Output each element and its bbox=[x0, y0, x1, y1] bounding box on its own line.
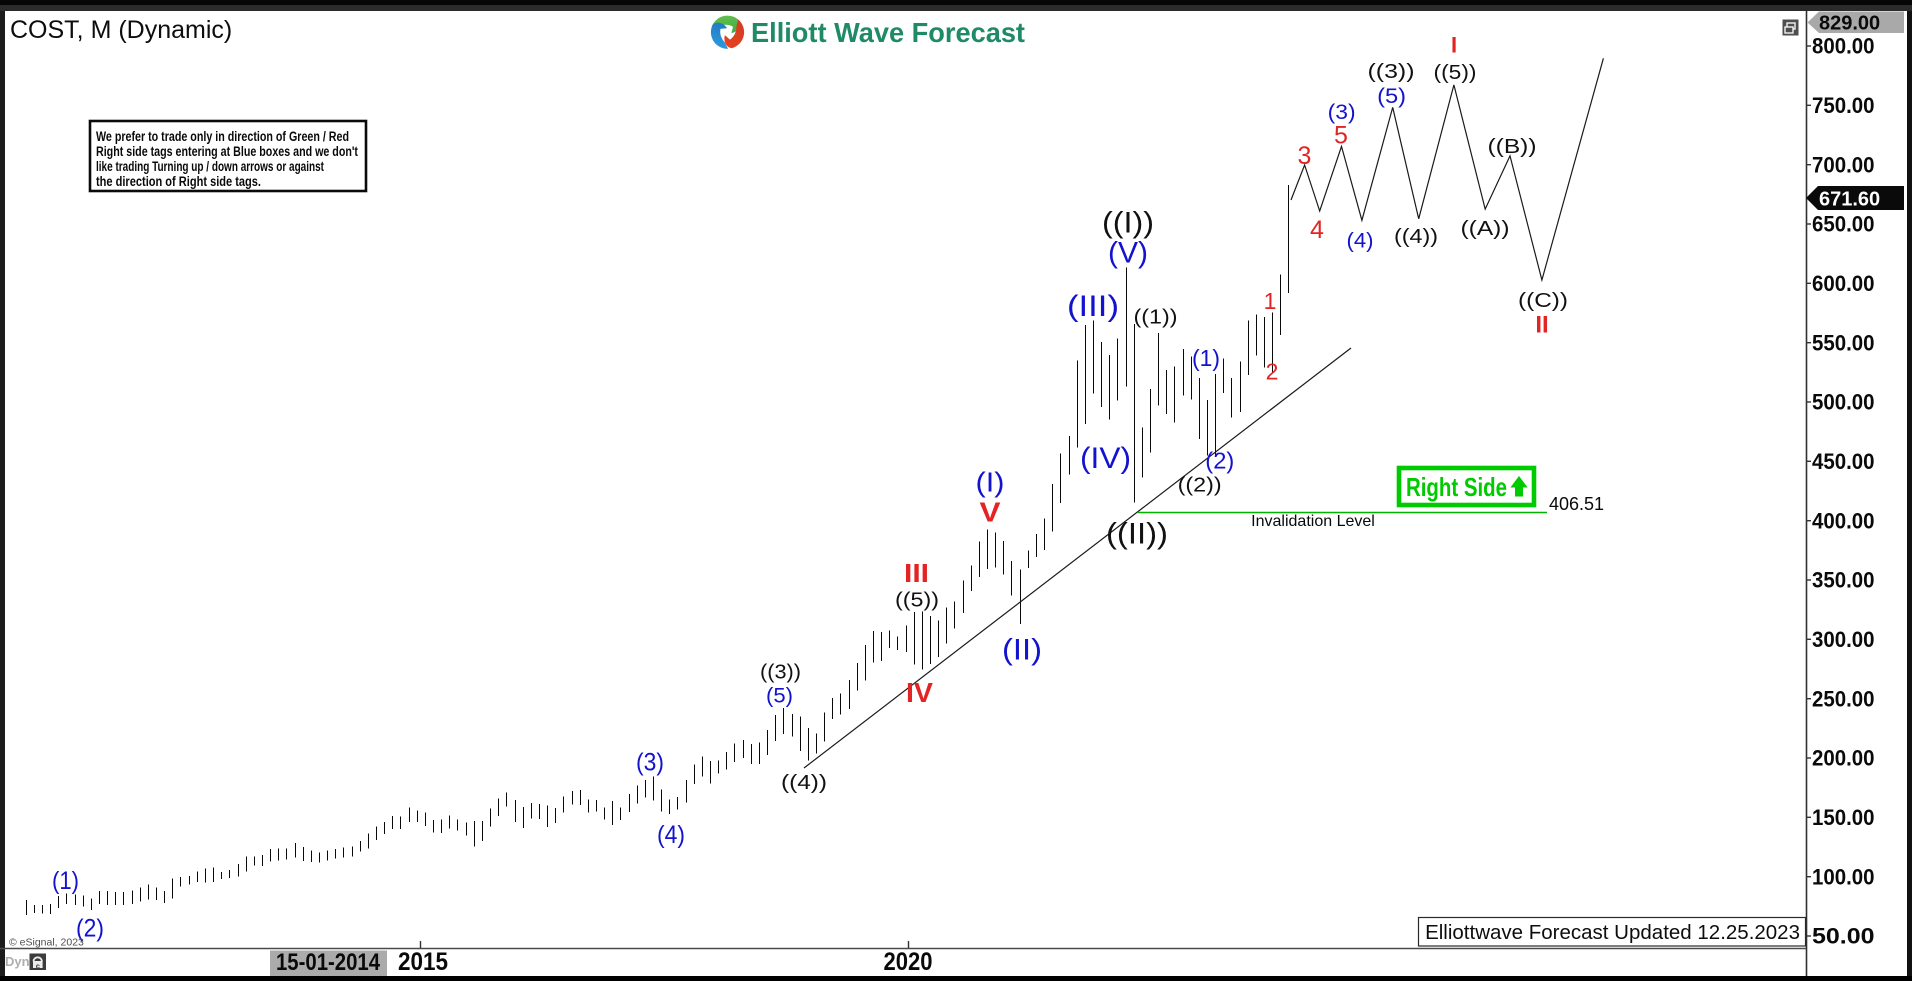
svg-text:(3): (3) bbox=[1328, 101, 1356, 124]
svg-text:600.00: 600.00 bbox=[1812, 271, 1875, 296]
svg-text:like trading Turning up / down: like trading Turning up / down arrows or… bbox=[96, 159, 324, 174]
svg-text:((3)): ((3)) bbox=[1368, 61, 1415, 83]
svg-text:(II): (II) bbox=[1002, 634, 1042, 667]
svg-text:2: 2 bbox=[1266, 359, 1279, 385]
svg-text:400.00: 400.00 bbox=[1812, 508, 1875, 533]
svg-text:Right side tags entering at Bl: Right side tags entering at Blue boxes a… bbox=[96, 144, 358, 159]
svg-text:500.00: 500.00 bbox=[1812, 390, 1875, 415]
svg-text:350.00: 350.00 bbox=[1812, 568, 1875, 593]
svg-text:4: 4 bbox=[1310, 216, 1324, 244]
svg-text:V: V bbox=[980, 497, 1001, 528]
svg-text:II: II bbox=[1535, 312, 1548, 339]
svg-text:III: III bbox=[904, 558, 929, 588]
svg-text:(4): (4) bbox=[657, 821, 685, 849]
svg-text:750.00: 750.00 bbox=[1812, 93, 1875, 118]
svg-text:We prefer to trade only in dir: We prefer to trade only in direction of … bbox=[96, 129, 349, 144]
svg-text:((4)): ((4)) bbox=[1394, 226, 1438, 248]
svg-text:700.00: 700.00 bbox=[1812, 152, 1875, 177]
svg-text:406.51: 406.51 bbox=[1549, 494, 1604, 514]
svg-text:671.60: 671.60 bbox=[1819, 189, 1880, 211]
svg-text:(2): (2) bbox=[76, 915, 104, 943]
svg-text:(5): (5) bbox=[1377, 85, 1406, 108]
svg-text:650.00: 650.00 bbox=[1812, 212, 1875, 237]
svg-text:the direction of Right side ta: the direction of Right side tags. bbox=[96, 174, 261, 189]
svg-text:((5)): ((5)) bbox=[1434, 62, 1477, 84]
svg-text:Invalidation Level: Invalidation Level bbox=[1251, 513, 1375, 530]
svg-text:2015: 2015 bbox=[398, 948, 448, 976]
svg-text:150.00: 150.00 bbox=[1812, 805, 1875, 830]
svg-text:(4): (4) bbox=[1347, 230, 1374, 253]
svg-text:((3)): ((3)) bbox=[760, 662, 801, 684]
svg-text:(2): (2) bbox=[1205, 448, 1234, 474]
svg-text:((II)): ((II)) bbox=[1106, 518, 1168, 551]
svg-text:829.00: 829.00 bbox=[1819, 13, 1880, 35]
svg-text:Dyn: Dyn bbox=[5, 954, 30, 969]
svg-text:c: c bbox=[36, 961, 40, 970]
svg-text:(5): (5) bbox=[766, 685, 793, 708]
svg-text:(1): (1) bbox=[52, 867, 79, 895]
svg-text:300.00: 300.00 bbox=[1812, 627, 1875, 652]
svg-text:((4)): ((4)) bbox=[781, 772, 827, 794]
svg-text:(1): (1) bbox=[1192, 345, 1220, 371]
svg-text:(3): (3) bbox=[636, 749, 664, 777]
svg-text:© eSignal, 2023: © eSignal, 2023 bbox=[9, 937, 84, 949]
svg-text:5: 5 bbox=[1334, 122, 1348, 150]
svg-text:I: I bbox=[1451, 33, 1457, 58]
svg-text:250.00: 250.00 bbox=[1812, 686, 1875, 711]
svg-text:(III): (III) bbox=[1067, 290, 1119, 323]
svg-text:Elliott Wave Forecast: Elliott Wave Forecast bbox=[751, 17, 1025, 48]
svg-text:450.00: 450.00 bbox=[1812, 449, 1875, 474]
svg-text:((I)): ((I)) bbox=[1102, 207, 1154, 240]
svg-text:((B)): ((B)) bbox=[1488, 136, 1537, 158]
svg-text:((C)): ((C)) bbox=[1518, 290, 1568, 312]
svg-text:Right Side: Right Side bbox=[1406, 472, 1507, 502]
svg-text:2020: 2020 bbox=[884, 948, 933, 976]
svg-text:(IV): (IV) bbox=[1080, 442, 1131, 475]
svg-text:800.00: 800.00 bbox=[1812, 34, 1875, 59]
svg-text:1: 1 bbox=[1264, 288, 1277, 314]
svg-text:3: 3 bbox=[1298, 142, 1312, 170]
svg-text:15-01-2014: 15-01-2014 bbox=[276, 949, 381, 976]
svg-text:550.00: 550.00 bbox=[1812, 330, 1875, 355]
svg-text:IV: IV bbox=[906, 677, 933, 708]
svg-text:((A)): ((A)) bbox=[1461, 218, 1510, 240]
svg-text:(I): (I) bbox=[976, 467, 1005, 498]
svg-text:((5)): ((5)) bbox=[895, 590, 939, 612]
svg-text:200.00: 200.00 bbox=[1812, 746, 1875, 771]
svg-text:(V): (V) bbox=[1108, 237, 1148, 270]
svg-text:50.00: 50.00 bbox=[1812, 924, 1875, 949]
svg-text:Elliottwave Forecast Updated 1: Elliottwave Forecast Updated 12.25.2023 bbox=[1425, 921, 1800, 944]
svg-text:100.00: 100.00 bbox=[1812, 864, 1875, 889]
svg-text:COST, M (Dynamic): COST, M (Dynamic) bbox=[10, 16, 232, 44]
svg-text:((1)): ((1)) bbox=[1134, 307, 1178, 329]
svg-text:((2)): ((2)) bbox=[1178, 475, 1222, 497]
